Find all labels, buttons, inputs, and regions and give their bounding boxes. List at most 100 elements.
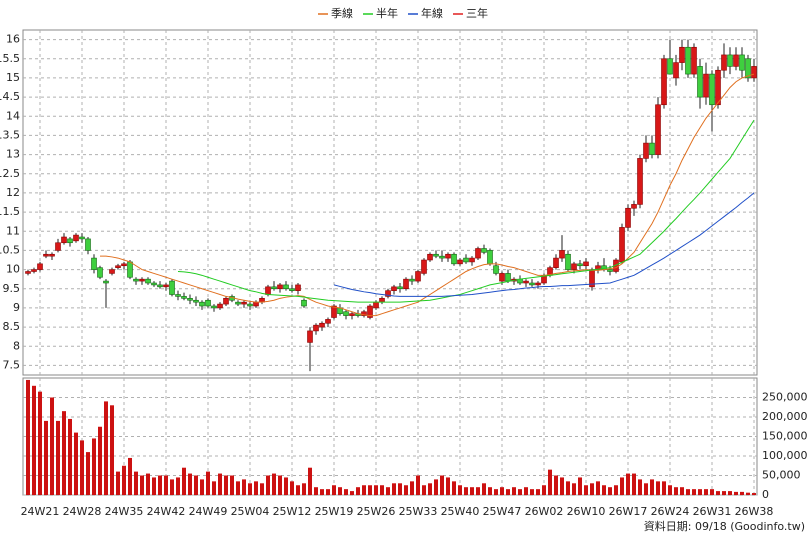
volume-bar — [320, 489, 324, 495]
candle-body — [685, 46, 691, 75]
candle-body — [31, 269, 37, 272]
candle-body — [193, 299, 199, 303]
volume-bar — [32, 385, 36, 495]
candle-body — [505, 273, 511, 282]
volume-bar — [332, 485, 336, 495]
candle-body — [673, 62, 679, 79]
candle-body — [559, 250, 565, 259]
candle-body — [55, 242, 61, 251]
candle-body — [145, 278, 151, 284]
y-tick-label: 12 — [6, 186, 20, 199]
x-tick-label: 25W33 — [399, 505, 438, 518]
legend-label: 半年 — [376, 6, 398, 20]
candle-body — [415, 271, 421, 282]
volume-bar — [494, 489, 498, 495]
volume-bar — [710, 489, 714, 495]
volume-bar — [416, 475, 420, 495]
candle-body — [121, 263, 127, 267]
volume-bar — [92, 438, 96, 495]
volume-bar — [620, 477, 624, 495]
volume-bar — [566, 481, 570, 495]
x-tick-label: 24W21 — [21, 505, 60, 518]
candle-body — [79, 236, 85, 240]
candle-body — [157, 284, 163, 288]
x-tick-label: 26W31 — [693, 505, 732, 518]
volume-bar — [188, 473, 192, 495]
volume-bar — [224, 475, 228, 495]
candle-body — [481, 248, 487, 253]
volume-bar — [230, 475, 234, 495]
x-tick-label: 26W10 — [567, 505, 606, 518]
candle-body — [103, 280, 109, 284]
legend-label: 三年 — [466, 6, 488, 20]
volume-bar — [428, 483, 432, 495]
volume-bar — [644, 483, 648, 495]
y-tick-label: 15 — [6, 71, 20, 84]
candle-body — [391, 286, 397, 291]
volume-bar — [380, 485, 384, 495]
candle-body — [379, 298, 385, 303]
candle-body — [565, 253, 571, 270]
y-tick-label: 16 — [6, 33, 20, 46]
volume-bar — [62, 411, 66, 495]
volume-bar — [158, 475, 162, 495]
candle-body — [469, 257, 475, 263]
candle-body — [679, 46, 685, 63]
candle-body — [127, 261, 133, 278]
volume-bar — [326, 489, 330, 495]
volume-bar — [98, 426, 102, 495]
volume-bar — [692, 489, 696, 495]
volume-bar — [446, 477, 450, 495]
candle-body — [235, 301, 241, 305]
candle-body — [457, 259, 463, 265]
candle-body — [169, 280, 175, 295]
candle-body — [199, 301, 205, 307]
volume-bar — [152, 477, 156, 495]
y-tick-label: 8 — [13, 339, 20, 352]
volume-bar — [452, 481, 456, 495]
candle-body — [499, 273, 505, 282]
volume-bar — [686, 489, 690, 495]
y2-tick-label: 0 — [762, 488, 769, 501]
candle-body — [109, 269, 115, 274]
y-tick-label: 12.5 — [0, 167, 20, 180]
y-tick-label: 14.5 — [0, 90, 20, 103]
volume-bar — [638, 479, 642, 495]
volume-bar — [368, 485, 372, 495]
candle-body — [211, 305, 217, 309]
volume-bar — [122, 465, 126, 495]
volume-bar — [260, 483, 264, 495]
volume-bar — [584, 485, 588, 495]
volume-bar — [176, 477, 180, 495]
volume-bar — [626, 473, 630, 495]
volume-bar — [302, 483, 306, 495]
volume-bar — [470, 487, 474, 495]
volume-bar — [80, 440, 84, 495]
volume-bar — [752, 493, 756, 495]
volume-bar — [488, 487, 492, 495]
y2-tick-label: 200,000 — [762, 410, 808, 423]
candle-body — [37, 263, 43, 270]
volume-bar — [194, 475, 198, 495]
candle-body — [619, 227, 625, 263]
volume-bar — [248, 483, 252, 495]
y-tick-label: 13.5 — [0, 128, 20, 141]
volume-bar — [200, 479, 204, 495]
candle-body — [301, 299, 307, 307]
y-tick-label: 14 — [6, 109, 20, 122]
x-tick-label: 25W04 — [231, 505, 270, 518]
volume-bar — [524, 487, 528, 495]
ma-line — [177, 119, 755, 303]
candle-body — [493, 265, 499, 274]
candle-body — [289, 288, 295, 291]
candle-body — [607, 269, 613, 272]
candle-body — [649, 142, 655, 155]
volume-bar — [530, 489, 534, 495]
volume-bar — [254, 481, 258, 495]
candle-body — [277, 284, 283, 290]
volume-bar — [134, 471, 138, 495]
candle-body — [691, 46, 697, 75]
candle-body — [463, 257, 469, 263]
x-tick-label: 25W12 — [273, 505, 312, 518]
volume-bar — [536, 489, 540, 495]
